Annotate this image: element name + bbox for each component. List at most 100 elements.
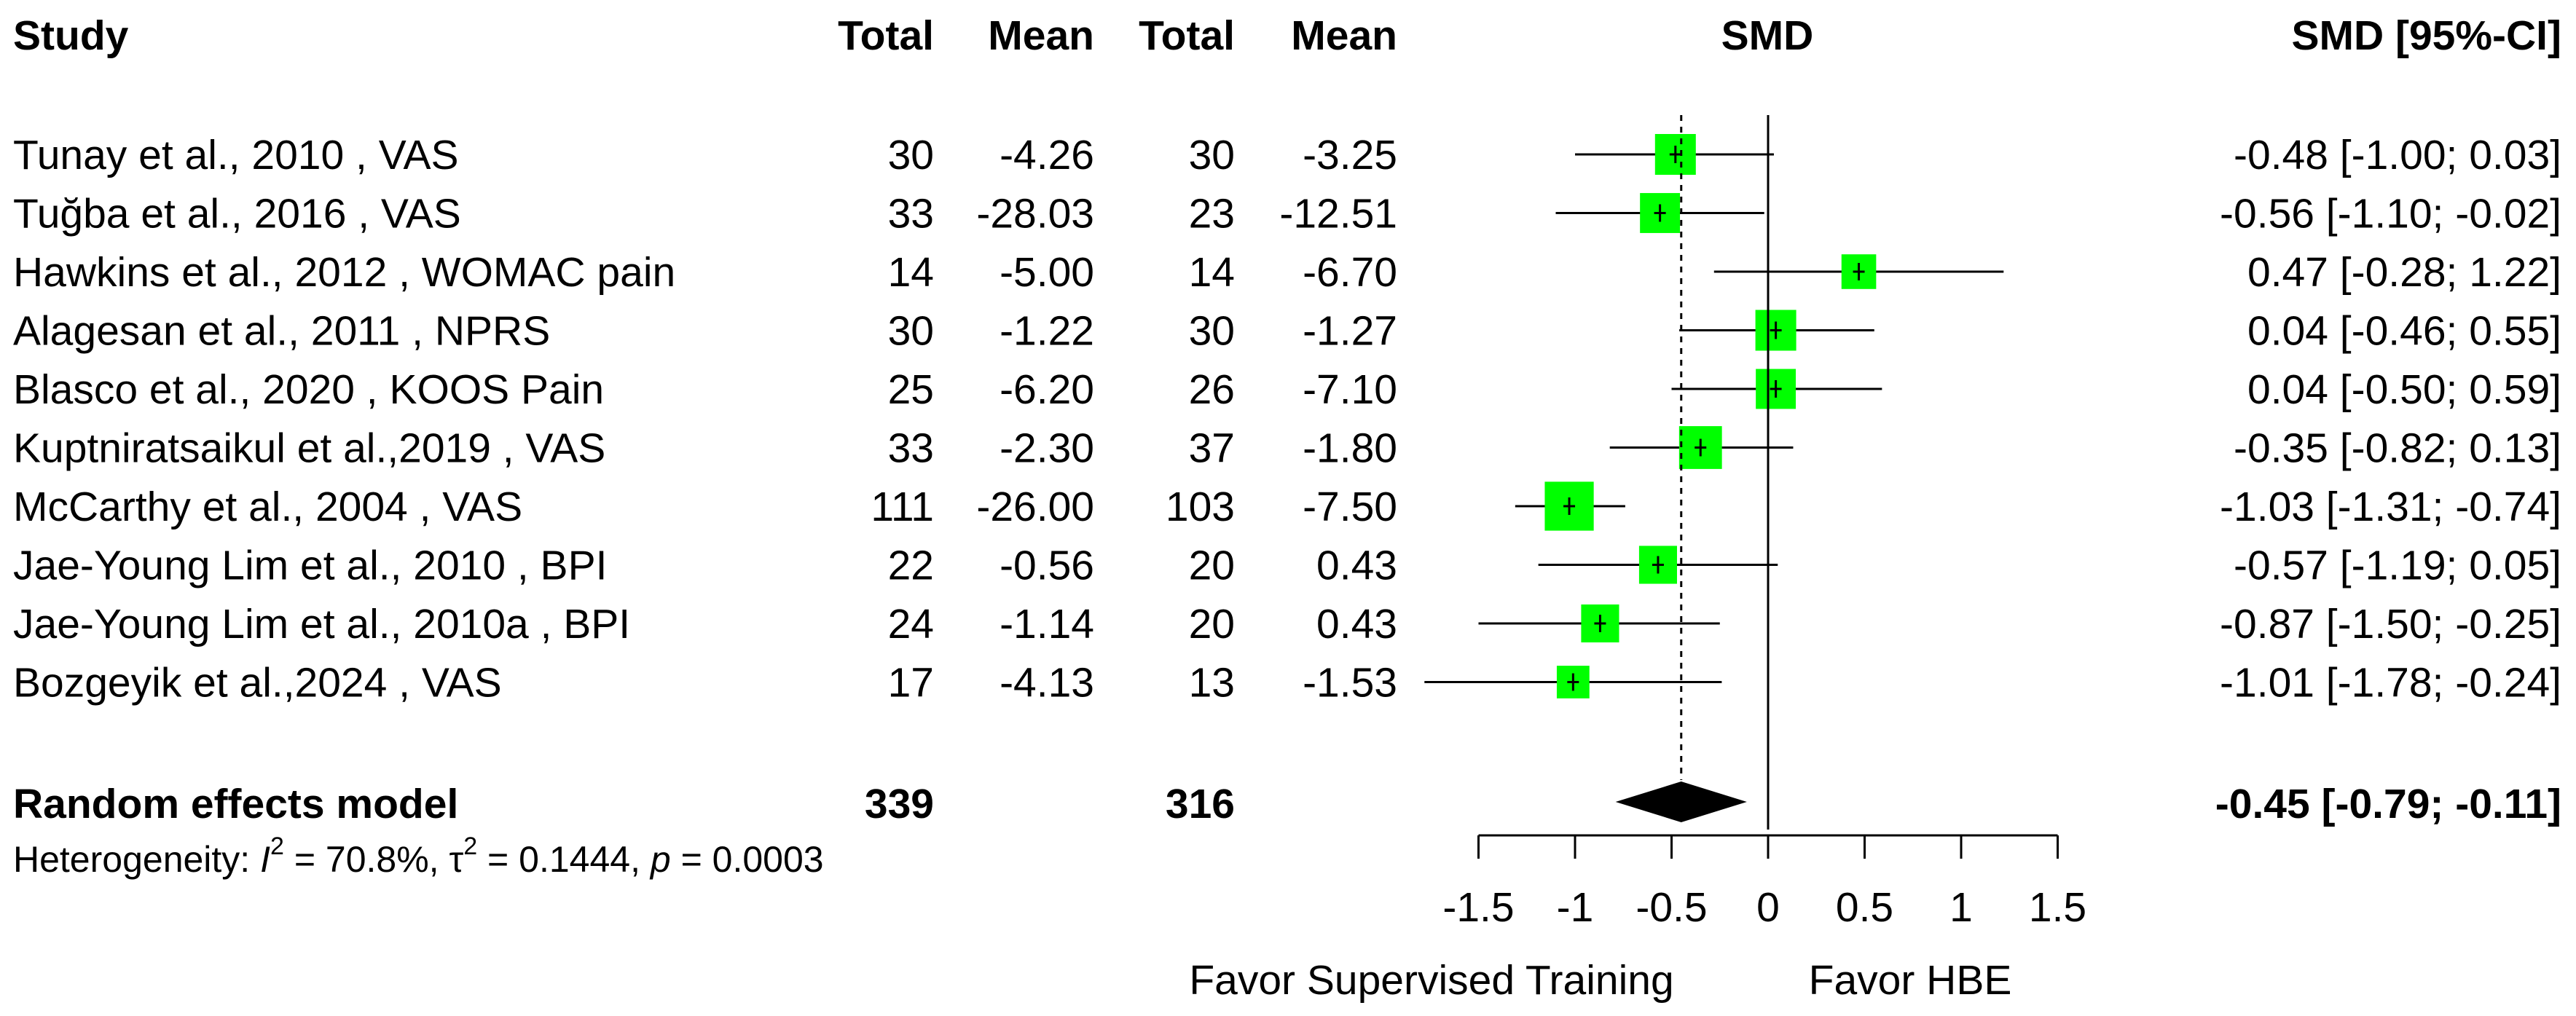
header-mean-exp: Mean [988, 12, 1094, 59]
study-name: Jae-Young Lim et al., 2010a , BPI [13, 601, 630, 647]
summary-ci-text: -0.45 [-0.79; -0.11] [2215, 781, 2561, 827]
mean-ctrl: -1.27 [1303, 308, 1397, 355]
study-row: Bozgeyik et al.,2024 , VAS 17 -4.13 13 -1.53… [13, 660, 2561, 706]
header-smd: SMD [1721, 12, 1814, 59]
mean-exp: -2.30 [1000, 425, 1094, 472]
study-row: Alagesan et al., 2011 , NPRS 30 -1.22 30 -1.… [13, 308, 2561, 355]
mean-exp: -28.03 [976, 191, 1094, 237]
mean-exp: -4.13 [1000, 660, 1094, 706]
study-row: McCarthy et al., 2004 , VAS 111 -26.00 103 -… [13, 481, 2561, 531]
mean-ctrl: -1.80 [1303, 425, 1397, 472]
x-tick-label: 0.5 [1836, 884, 1893, 931]
total-ctrl: 14 [1189, 249, 1235, 296]
heterogeneity-prefix: Heterogeneity: [13, 839, 260, 880]
x-tick-label: -1.5 [1442, 884, 1514, 931]
study-rows: Tunay et al., 2010 , VAS 30 -4.26 30 -3.25 -0… [13, 132, 2561, 706]
mean-exp: -26.00 [976, 484, 1094, 530]
smd-ci-text: -0.87 [-1.50; -0.25] [2220, 601, 2561, 647]
study-name: Tunay et al., 2010 , VAS [13, 132, 459, 178]
study-name: Jae-Young Lim et al., 2010 , BPI [13, 543, 607, 589]
total-ctrl: 13 [1189, 660, 1235, 706]
summary-total-ctrl: 316 [1166, 781, 1235, 827]
mean-exp: -1.14 [1000, 601, 1094, 647]
total-ctrl: 37 [1189, 425, 1235, 472]
total-exp: 24 [888, 601, 934, 647]
mean-exp: -1.22 [1000, 308, 1094, 355]
smd-ci-text: -1.03 [-1.31; -0.74] [2220, 484, 2561, 530]
smd-ci-text: -0.35 [-0.82; 0.13] [2234, 425, 2561, 472]
mean-ctrl: -1.53 [1303, 660, 1397, 706]
mean-exp: -4.26 [1000, 132, 1094, 178]
heterogeneity-p-symbol: p [649, 839, 671, 880]
mean-ctrl: -12.51 [1279, 191, 1397, 237]
total-exp: 25 [888, 366, 934, 413]
heterogeneity-i2-sup: 2 [270, 832, 284, 860]
total-exp: 17 [888, 660, 934, 706]
study-name: Hawkins et al., 2012 , WOMAC pain [13, 249, 675, 296]
mean-exp: -5.00 [1000, 249, 1094, 296]
smd-ci-text: 0.04 [-0.50; 0.59] [2247, 366, 2561, 413]
header-mean-ctrl: Mean [1291, 12, 1397, 59]
x-axis-label-right: Favor HBE [1809, 957, 2012, 1004]
header-total-ctrl: Total [1139, 12, 1235, 59]
x-tick-label: 1.5 [2029, 884, 2086, 931]
total-ctrl: 20 [1189, 601, 1235, 647]
study-row: Jae-Young Lim et al., 2010 , BPI 22 -0.56 2… [13, 543, 2561, 589]
header-smd-ci: SMD [95%-CI] [2291, 12, 2561, 59]
x-axis: -1.5 -1 -0.5 0 0.5 1 1.5 [1442, 834, 2086, 931]
header-total-exp: Total [838, 12, 934, 59]
smd-ci-text: 0.47 [-0.28; 1.22] [2247, 249, 2561, 296]
study-name: Bozgeyik et al.,2024 , VAS [13, 660, 502, 706]
mean-exp: -6.20 [1000, 366, 1094, 413]
study-row: Hawkins et al., 2012 , WOMAC pain 14 -5.00… [13, 249, 2561, 296]
x-tick-label: 1 [1949, 884, 1973, 931]
smd-ci-text: -0.48 [-1.00; 0.03] [2234, 132, 2561, 178]
smd-ci-text: -0.57 [-1.19; 0.05] [2234, 543, 2561, 589]
heterogeneity-i2-value: = 70.8%, [284, 839, 449, 880]
mean-exp: -0.56 [1000, 543, 1094, 589]
smd-ci-text: -0.56 [-1.10; -0.02] [2220, 191, 2561, 237]
x-axis-label-left: Favor Supervised Training [1189, 957, 1673, 1004]
summary-total-exp: 339 [865, 781, 934, 827]
mean-ctrl: -7.50 [1303, 484, 1397, 530]
total-ctrl: 30 [1189, 308, 1235, 355]
study-row: Tuğba et al., 2016 , VAS 33 -28.03 23 -12.51… [13, 191, 2561, 237]
x-tick-label: -0.5 [1635, 884, 1707, 931]
total-ctrl: 30 [1189, 132, 1235, 178]
study-name: McCarthy et al., 2004 , VAS [13, 484, 522, 530]
heterogeneity-text: Heterogeneity: I2 = 70.8%, τ2 = 0.1444, … [13, 832, 824, 880]
heterogeneity-p-value: = 0.0003 [671, 839, 824, 880]
total-exp: 33 [888, 191, 934, 237]
heterogeneity-tau-sup: 2 [463, 832, 477, 860]
smd-ci-text: 0.04 [-0.46; 0.55] [2247, 308, 2561, 355]
study-row: Jae-Young Lim et al., 2010a , BPI 24 -1.14… [13, 601, 2561, 647]
total-ctrl: 20 [1189, 543, 1235, 589]
study-name: Tuğba et al., 2016 , VAS [13, 191, 461, 237]
study-row: Tunay et al., 2010 , VAS 30 -4.26 30 -3.25 -0… [13, 132, 2561, 178]
total-exp: 22 [888, 543, 934, 589]
mean-ctrl: -7.10 [1303, 366, 1397, 413]
mean-ctrl: -3.25 [1303, 132, 1397, 178]
summary-diamond [1615, 781, 1747, 822]
x-tick-label: -1 [1557, 884, 1594, 931]
summary-label: Random effects model [13, 781, 458, 827]
column-headers: Study Total Mean Total Mean SMD SMD [95%… [13, 12, 2561, 59]
total-ctrl: 23 [1189, 191, 1235, 237]
heterogeneity-i2-symbol: I [260, 839, 270, 880]
study-name: Kuptniratsaikul et al.,2019 , VAS [13, 425, 605, 472]
study-name: Alagesan et al., 2011 , NPRS [13, 308, 550, 355]
mean-ctrl: 0.43 [1316, 543, 1397, 589]
smd-ci-text: -1.01 [-1.78; -0.24] [2220, 660, 2561, 706]
total-exp: 14 [888, 249, 934, 296]
heterogeneity-tau-value: = 0.1444, [477, 839, 651, 880]
mean-ctrl: 0.43 [1316, 601, 1397, 647]
mean-ctrl: -6.70 [1303, 249, 1397, 296]
heterogeneity-tau-symbol: τ [449, 839, 463, 880]
study-row: Kuptniratsaikul et al.,2019 , VAS 33 -2.30… [13, 425, 2561, 472]
study-row: Blasco et al., 2020 , KOOS Pain 25 -6.20 26… [13, 366, 2561, 413]
total-exp: 33 [888, 425, 934, 472]
total-ctrl: 103 [1166, 484, 1235, 530]
header-study: Study [13, 12, 129, 59]
x-tick-label: 0 [1756, 884, 1780, 931]
